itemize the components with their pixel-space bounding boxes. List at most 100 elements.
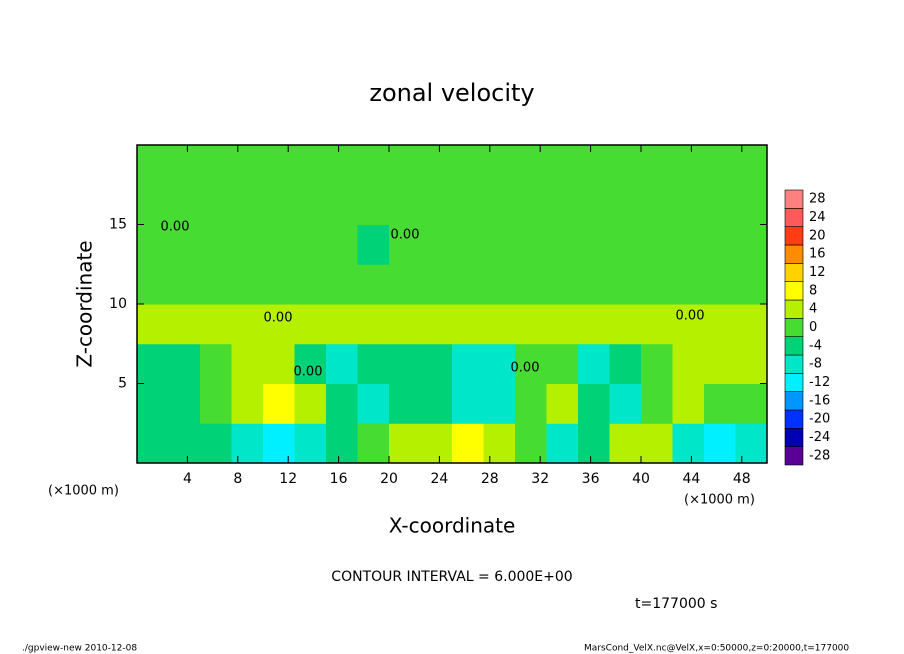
y-tick-label: 15 <box>109 217 127 233</box>
field-cell <box>389 145 421 186</box>
field-cell <box>389 423 421 464</box>
field-cell <box>578 184 610 225</box>
field-cell <box>263 383 295 424</box>
field-cell <box>735 343 768 384</box>
field-cell <box>704 423 736 464</box>
field-cell <box>609 423 642 464</box>
field-cell <box>168 343 201 384</box>
field-cell <box>137 383 169 424</box>
field-cell <box>294 304 327 345</box>
field-cell <box>641 423 673 464</box>
field-cell <box>326 264 358 305</box>
field-cell <box>735 224 768 265</box>
field-cell <box>515 145 547 186</box>
field-cell <box>137 264 169 305</box>
x-tick-label: 36 <box>582 471 600 487</box>
field-cell <box>609 264 642 305</box>
field-cell <box>641 145 673 186</box>
field-cell <box>704 304 736 345</box>
colorbar-box <box>784 336 804 356</box>
field-cell <box>326 224 358 265</box>
colorbar-label: 24 <box>809 210 826 225</box>
field-cell <box>483 423 516 464</box>
field-cell <box>420 264 453 305</box>
field-cell <box>263 343 295 384</box>
field-cell <box>515 423 547 464</box>
field-cell <box>200 224 232 265</box>
colorbar-box <box>784 208 804 227</box>
field-cell <box>546 145 579 186</box>
field-cell <box>200 343 232 384</box>
field-cell <box>326 145 358 186</box>
field-cell <box>609 343 642 384</box>
field-cell <box>200 383 232 424</box>
field-cell <box>704 224 736 265</box>
field-cell <box>452 383 484 424</box>
field-cell <box>294 184 327 225</box>
colorbar-box <box>784 446 804 466</box>
contour-label: 0.00 <box>391 228 420 243</box>
colorbar-box <box>784 189 804 209</box>
x-axis-label: X-coordinate <box>389 514 516 538</box>
footer: MarsCond_VelX.nc@VelX,x=0:50000,z=0:2000… <box>584 644 849 654</box>
contour-label: 0.00 <box>511 361 540 376</box>
colorbar-label: -28 <box>809 448 830 463</box>
field-cell <box>578 264 610 305</box>
colorbar-label: -8 <box>809 357 822 372</box>
field-cell <box>641 304 673 345</box>
field-cell <box>389 343 421 384</box>
field-cell <box>326 184 358 225</box>
field-cell <box>704 184 736 225</box>
field-cell <box>672 383 705 424</box>
field-cell <box>452 304 484 345</box>
field-cell <box>420 145 453 186</box>
field-cell <box>200 145 232 186</box>
field-cell <box>704 145 736 186</box>
field-cell <box>672 423 705 464</box>
field-cell <box>137 343 169 384</box>
field-cell <box>420 304 453 345</box>
field-cell <box>263 264 295 305</box>
x-tick-label: 4 <box>183 471 192 487</box>
field-cell <box>578 145 610 186</box>
colorbar-box <box>784 428 804 447</box>
contour-label: 0.00 <box>676 309 705 324</box>
chart-title: zonal velocity <box>369 79 534 107</box>
colorbar-label: -12 <box>809 375 830 390</box>
field-cell <box>515 224 547 265</box>
field-cell <box>168 423 201 464</box>
field-cell <box>294 383 327 424</box>
field-cell <box>231 184 264 225</box>
field-cell <box>609 184 642 225</box>
field-cell <box>231 304 264 345</box>
field-cell <box>452 343 484 384</box>
field-cell <box>168 145 201 186</box>
field-cell <box>546 383 579 424</box>
field-cell <box>672 224 705 265</box>
field-cell <box>641 383 673 424</box>
field-cell <box>231 383 264 424</box>
contour-label: 0.00 <box>294 365 323 380</box>
field-cell <box>672 264 705 305</box>
footer: ./gpview-new 2010-12-08 <box>22 644 137 654</box>
field-cell <box>672 184 705 225</box>
colorbar-box <box>784 281 804 301</box>
field-cell <box>578 224 610 265</box>
field-cell <box>735 383 768 424</box>
field-cell <box>672 304 705 345</box>
x-tick-label: 20 <box>380 471 398 487</box>
field-cell <box>515 304 547 345</box>
field-cell <box>483 383 516 424</box>
x-tick-label: 24 <box>430 471 448 487</box>
field-cell <box>231 224 264 265</box>
field-cell <box>452 145 484 186</box>
field-cell <box>231 145 264 186</box>
field-cell <box>389 304 421 345</box>
x-tick-label: 12 <box>279 471 297 487</box>
field-cell <box>609 145 642 186</box>
contour-interval: CONTOUR INTERVAL = 6.000E+00 <box>331 569 572 585</box>
field-cell <box>357 343 390 384</box>
colorbar-label: 28 <box>809 192 826 207</box>
field-cell <box>515 343 547 384</box>
field-cell <box>326 343 358 384</box>
